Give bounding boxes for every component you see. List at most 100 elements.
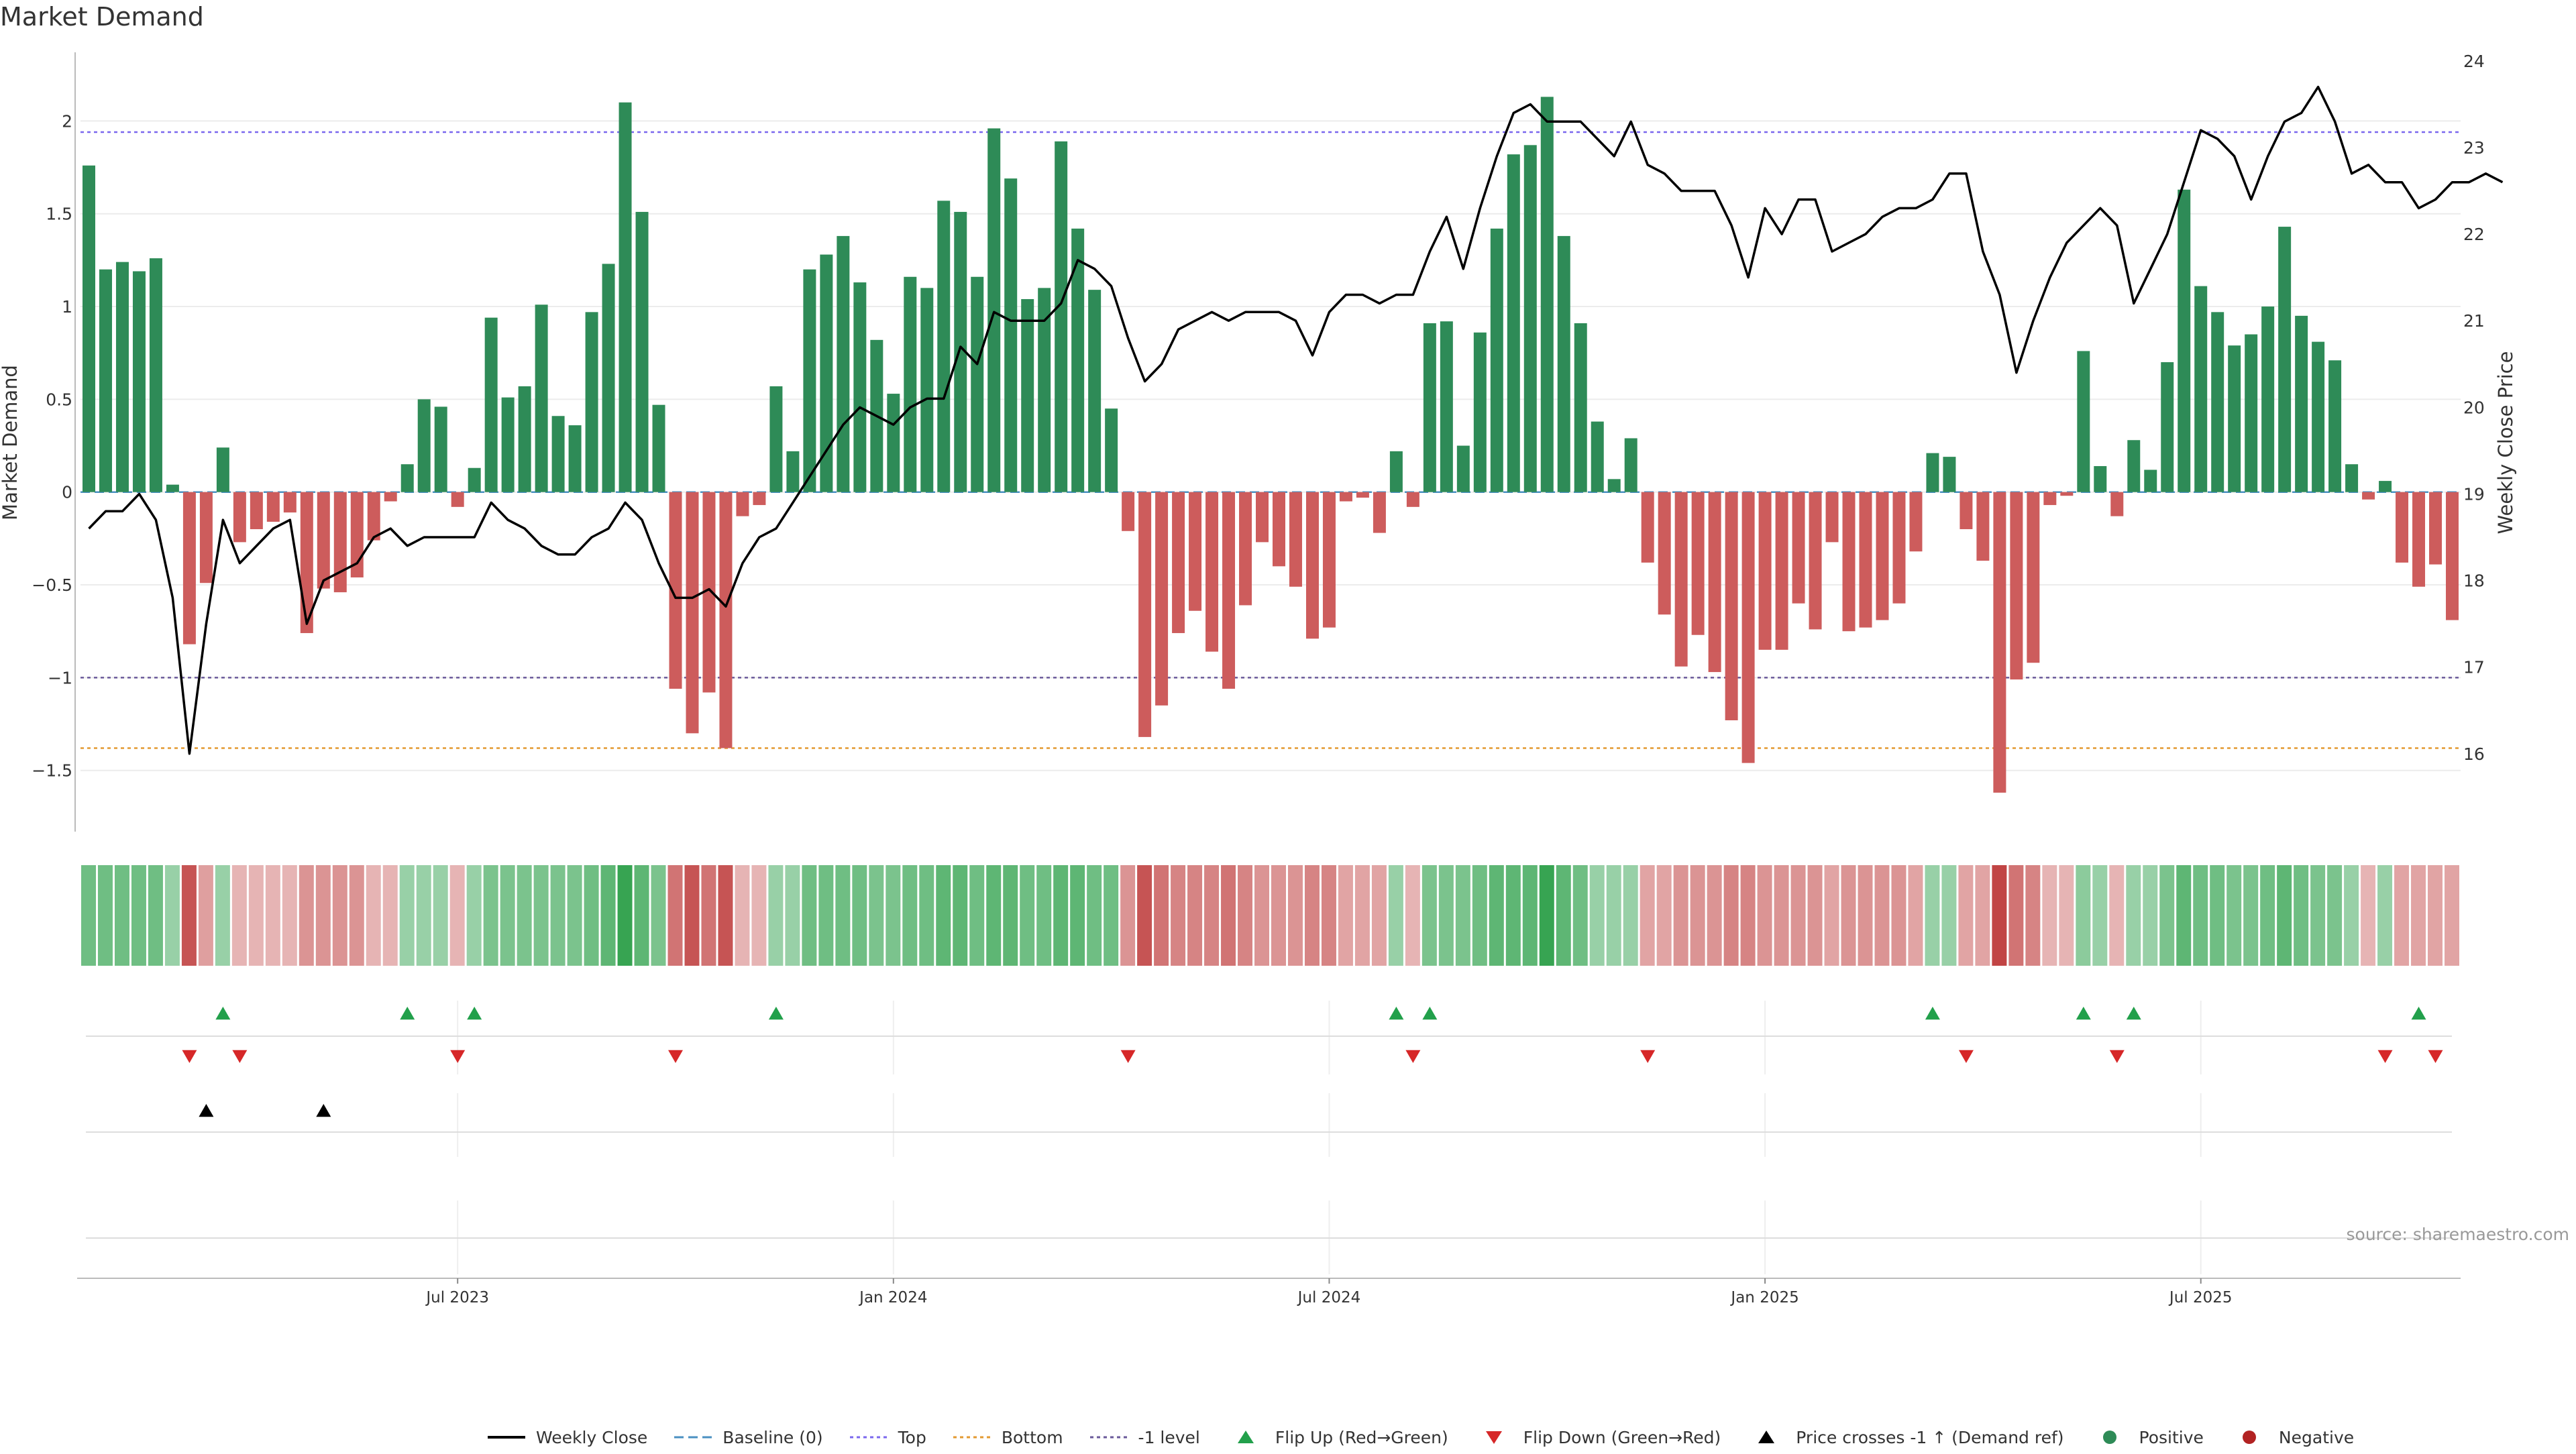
demand-bar: [1976, 492, 1990, 561]
flip-down-marker: [1958, 1050, 1974, 1063]
heat-cell: [1623, 865, 1638, 966]
demand-bar: [1172, 492, 1185, 633]
heat-cell: [634, 865, 649, 966]
demand-bar: [585, 312, 598, 492]
heat-cell: [1405, 865, 1420, 966]
heat-cell: [1656, 865, 1672, 966]
heat-cell: [818, 865, 834, 966]
heat-cell: [735, 865, 750, 966]
demand-bar: [2446, 492, 2459, 620]
demand-bar: [1256, 492, 1269, 543]
demand-bar: [2043, 492, 2057, 506]
legend-swatch: [953, 1436, 991, 1439]
demand-bar: [1926, 453, 1939, 492]
heat-cell: [2344, 865, 2359, 966]
price-cross-marker: [199, 1104, 214, 1117]
demand-bar: [484, 317, 498, 492]
legend-item: Top: [849, 1427, 926, 1447]
heat-cell: [2059, 865, 2074, 966]
demand-bar: [451, 492, 464, 507]
heat-cell: [936, 865, 951, 966]
legend-label: -1 level: [1138, 1427, 1200, 1447]
flip-up-marker: [768, 1007, 784, 1020]
demand-bar: [837, 235, 850, 492]
heat-cell: [1841, 865, 1856, 966]
legend-item: Baseline (0): [673, 1427, 823, 1447]
legend-item: Price crosses -1 ↑ (Demand ref): [1746, 1427, 2064, 1447]
flip-up-marker: [467, 1007, 482, 1020]
legend-label: Weekly Close: [536, 1427, 648, 1447]
demand-bar: [199, 492, 213, 583]
heat-cell: [718, 865, 733, 966]
demand-bar: [2345, 464, 2359, 492]
heat-cell: [248, 865, 264, 966]
heat-cell: [1120, 865, 1136, 966]
heat-cell: [366, 865, 381, 966]
y-axis-label: Market Demand: [0, 365, 21, 520]
demand-bar: [2261, 306, 2275, 492]
demand-bar: [2295, 315, 2308, 492]
demand-bar: [1943, 457, 1956, 492]
demand-bar: [1641, 492, 1654, 563]
legend-label: Bottom: [1001, 1427, 1063, 1447]
heat-cell: [382, 865, 398, 966]
y2-tick-label: 24: [2463, 52, 2485, 71]
legend-item: Positive: [2090, 1427, 2204, 1447]
heat-cell: [416, 865, 431, 966]
demand-bar: [1574, 323, 1587, 492]
heat-cell: [2428, 865, 2443, 966]
heat-cell: [2126, 865, 2141, 966]
heat-cell: [1690, 865, 1705, 966]
demand-bar: [887, 394, 900, 492]
heat-cell: [1673, 865, 1688, 966]
heat-cell: [651, 865, 666, 966]
demand-bar: [1591, 421, 1604, 492]
flip-up-marker: [2076, 1007, 2091, 1020]
demand-bar: [1038, 288, 1051, 492]
heat-cell: [433, 865, 448, 966]
heat-cell: [231, 865, 247, 966]
heat-cell: [1271, 865, 1286, 966]
heat-cell: [198, 865, 213, 966]
weekly-close-series: [88, 85, 2504, 755]
heat-cell: [567, 865, 582, 966]
heat-cell: [1790, 865, 1806, 966]
heat-cell: [751, 865, 767, 966]
demand-bar: [736, 492, 749, 516]
heat-cell: [1304, 865, 1320, 966]
flip-up-marker: [1925, 1007, 1940, 1020]
heat-cell: [1371, 865, 1387, 966]
demand-bar: [166, 484, 179, 492]
heat-cell: [449, 865, 465, 966]
demand-bar: [1708, 492, 1721, 673]
demand-bar: [2412, 492, 2426, 587]
demand-bar: [1540, 97, 1554, 492]
flip-down-marker: [1120, 1050, 1136, 1063]
heat-cell: [1740, 865, 1756, 966]
y-tick-label: −1: [48, 668, 72, 687]
legend-swatch: [674, 1436, 712, 1439]
weekly-close-line: [88, 85, 2504, 755]
demand-bar: [149, 258, 162, 492]
demand-bar: [132, 271, 146, 492]
y2-tick-label: 20: [2463, 398, 2485, 417]
heat-cell: [1589, 865, 1605, 966]
heat-cell: [667, 865, 683, 966]
demand-bar: [1122, 492, 1135, 531]
heat-cell: [148, 865, 163, 966]
heat-cell: [2159, 865, 2175, 966]
heat-cell: [584, 865, 599, 966]
heat-cell: [299, 865, 314, 966]
y2-axis-label: Weekly Close Price: [2494, 351, 2517, 535]
demand-bar: [551, 416, 565, 492]
demand-bar: [1809, 492, 1822, 630]
demand-bar: [753, 492, 766, 506]
heat-cell: [500, 865, 515, 966]
heat-cell: [2008, 865, 2024, 966]
heat-cell: [1874, 865, 1890, 966]
heat-cell: [1522, 865, 1538, 966]
demand-bar: [1021, 298, 1034, 492]
heat-cell: [1003, 865, 1018, 966]
demand-bar: [1607, 479, 1621, 492]
demand-bar: [786, 451, 800, 492]
